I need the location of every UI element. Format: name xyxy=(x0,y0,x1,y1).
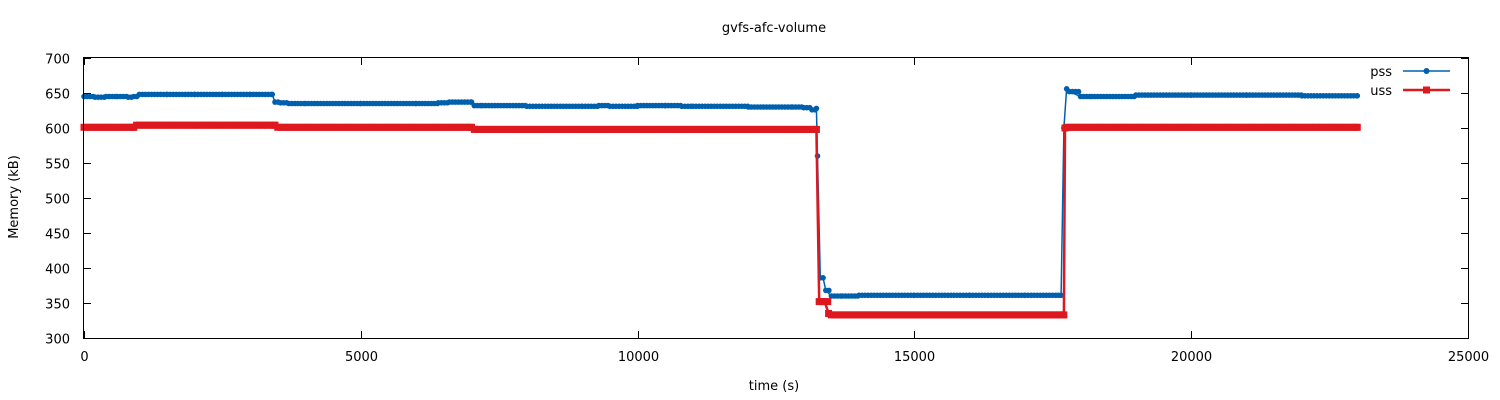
y-tick-label: 500 xyxy=(45,193,70,208)
data-point xyxy=(813,105,820,112)
legend-label-pss: pss xyxy=(1370,65,1392,80)
legend-label-uss: uss xyxy=(1370,84,1392,99)
data-point xyxy=(820,275,826,281)
y-axis-label: Memory (kB) xyxy=(7,155,22,239)
series-layer xyxy=(80,86,1361,319)
x-tick-label: 15000 xyxy=(894,350,935,365)
y-tick-label: 650 xyxy=(45,88,70,103)
y-tick-label: 450 xyxy=(45,228,70,243)
series-markers-pss xyxy=(81,86,1361,299)
data-point xyxy=(1353,123,1361,131)
x-tick-label: 0 xyxy=(80,350,88,365)
y-tick-label: 350 xyxy=(45,298,70,313)
chart-title: gvfs-afc-volume xyxy=(722,21,826,36)
data-point xyxy=(269,91,276,98)
x-tick-label: 5000 xyxy=(345,350,378,365)
y-tick-label: 300 xyxy=(45,333,70,348)
legend-marker-pss xyxy=(1423,68,1430,74)
series-line-pss xyxy=(83,87,1358,297)
data-point xyxy=(1060,311,1068,319)
series-pss xyxy=(81,86,1361,299)
legend: pss uss xyxy=(1370,65,1450,99)
x-tick-label: 10000 xyxy=(618,350,659,365)
data-point xyxy=(826,287,832,294)
y-tick-label: 400 xyxy=(45,263,70,278)
x-axis-ticks: 0 5000 10000 15000 20000 25000 xyxy=(80,58,1489,365)
x-tick-label: 20000 xyxy=(1171,350,1212,365)
data-point xyxy=(1075,88,1082,95)
data-point xyxy=(824,298,832,306)
y-tick-label: 550 xyxy=(45,158,70,173)
series-line-uss xyxy=(84,123,1358,317)
y-tick-label: 600 xyxy=(45,123,70,138)
series-markers-uss xyxy=(80,121,1361,319)
data-point xyxy=(1354,93,1361,99)
data-point xyxy=(812,125,820,133)
x-tick-label: 25000 xyxy=(1448,350,1489,365)
x-axis-label: time (s) xyxy=(749,379,799,394)
legend-marker-uss xyxy=(1423,86,1430,94)
plot-frame xyxy=(83,57,1469,339)
data-point xyxy=(1058,292,1064,299)
y-tick-label: 700 xyxy=(45,53,70,68)
series-uss xyxy=(80,121,1361,319)
